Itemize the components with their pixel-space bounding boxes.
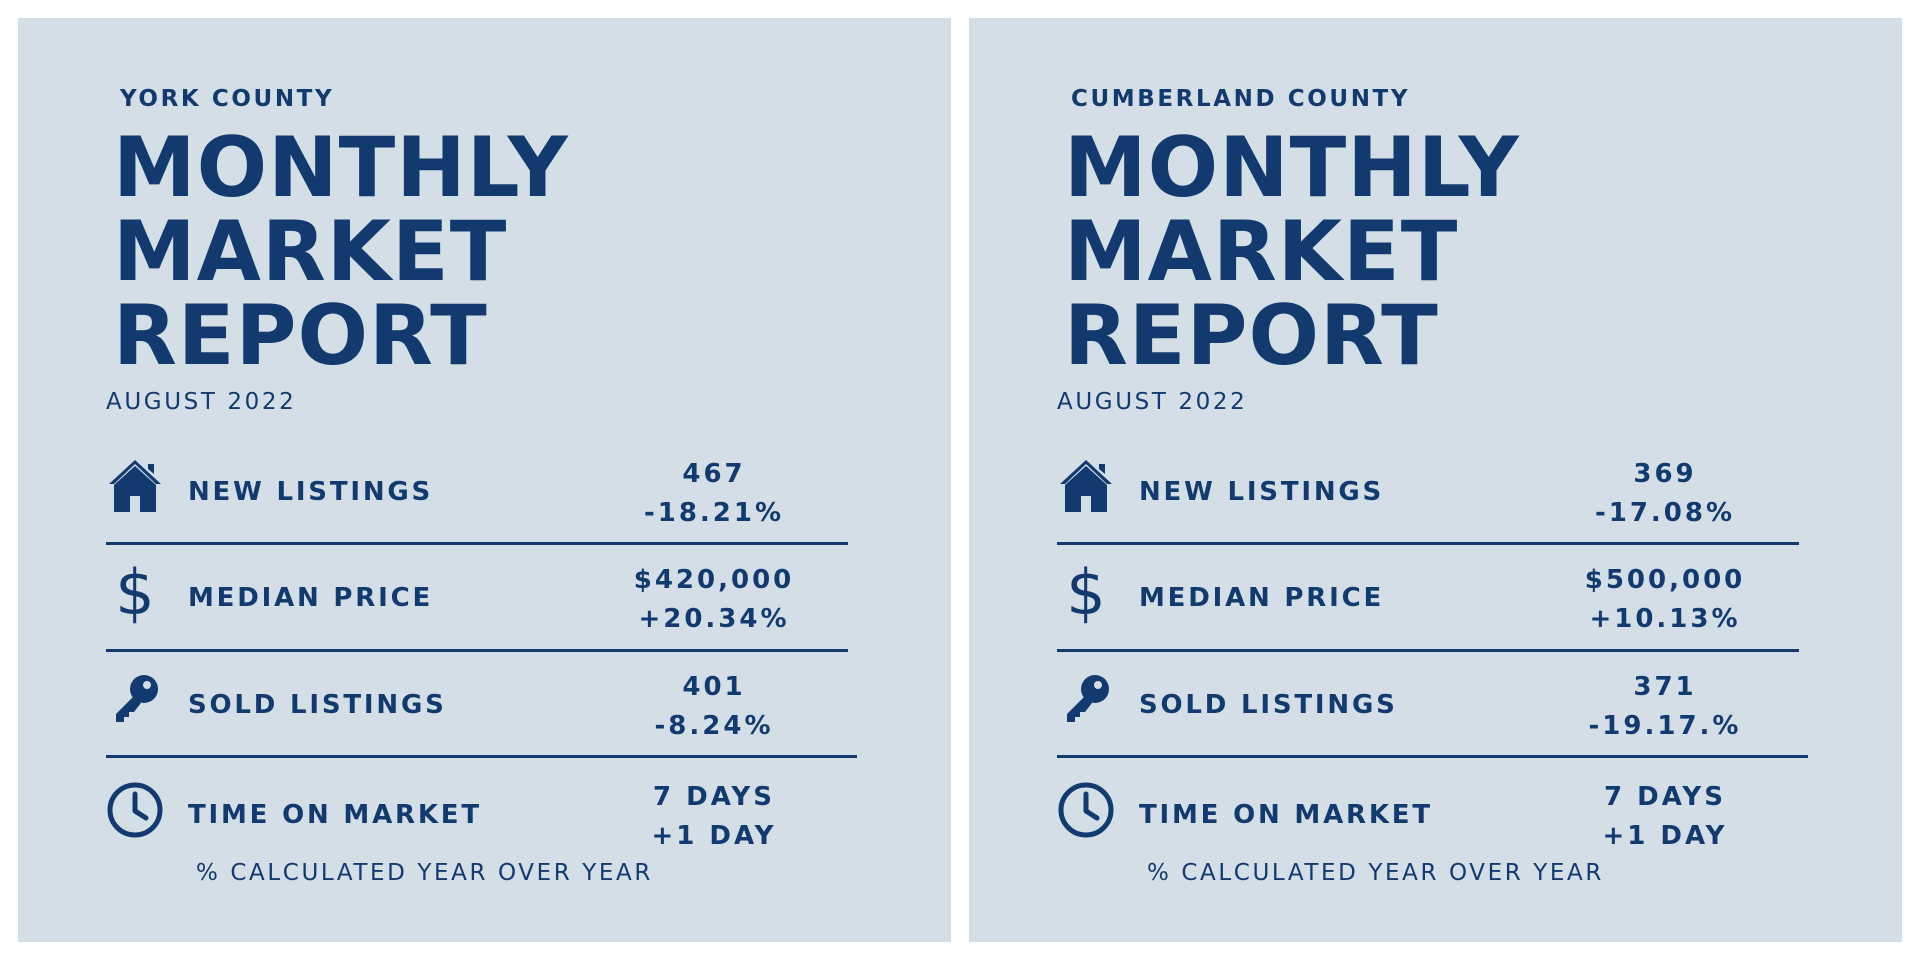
metric-value: 371 -19.17.% <box>1535 668 1795 746</box>
report-period: AUGUST 2022 <box>1057 389 1248 415</box>
metric-label: SOLD LISTINGS <box>1139 690 1398 720</box>
row-divider <box>1057 755 1808 758</box>
footnote: % CALCULATED YEAR OVER YEAR <box>1147 860 1604 886</box>
metric-number: $500,000 <box>1584 565 1746 595</box>
report-title: MONTHLY MARKET REPORT <box>113 126 569 378</box>
metric-value: 467 -18.21% <box>584 455 844 533</box>
house-icon <box>1057 457 1115 515</box>
metric-row-median-price: $ MEDIAN PRICE $500,000 +10.13% <box>1057 560 1801 641</box>
key-icon <box>106 670 164 728</box>
metric-value: $500,000 +10.13% <box>1535 561 1795 639</box>
report-panel-york: YORK COUNTY MONTHLY MARKET REPORT AUGUST… <box>18 18 951 942</box>
metric-change: +1 DAY <box>1602 821 1728 851</box>
title-line: REPORT <box>113 287 488 384</box>
row-divider <box>1057 542 1799 545</box>
metric-row-new-listings: NEW LISTINGS 369 -17.08% <box>1057 455 1801 535</box>
title-line: MONTHLY <box>113 119 569 216</box>
svg-text:$: $ <box>1066 560 1105 624</box>
dollar-icon: $ <box>106 560 164 624</box>
metric-change: +10.13% <box>1589 604 1741 634</box>
svg-text:$: $ <box>115 560 154 624</box>
row-divider <box>106 649 848 652</box>
county-name: YORK COUNTY <box>120 86 335 112</box>
metric-number: 7 DAYS <box>653 782 775 812</box>
dollar-icon: $ <box>1057 560 1115 624</box>
title-line: MARKET <box>1064 203 1459 300</box>
metric-row-median-price: $ MEDIAN PRICE $420,000 +20.34% <box>106 560 850 641</box>
title-line: MONTHLY <box>1064 119 1520 216</box>
title-line: MARKET <box>113 203 508 300</box>
metric-label: NEW LISTINGS <box>1139 477 1385 507</box>
row-divider <box>1057 649 1799 652</box>
metric-value: 369 -17.08% <box>1535 455 1795 533</box>
metric-row-new-listings: NEW LISTINGS 467 -18.21% <box>106 455 850 535</box>
metric-number: 7 DAYS <box>1604 782 1726 812</box>
metric-value: 7 DAYS +1 DAY <box>1535 778 1795 856</box>
metric-value: 401 -8.24% <box>584 668 844 746</box>
metric-row-sold-listings: SOLD LISTINGS 401 -8.24% <box>106 668 850 748</box>
metric-label: SOLD LISTINGS <box>188 690 447 720</box>
metric-row-sold-listings: SOLD LISTINGS 371 -19.17.% <box>1057 668 1801 748</box>
report-panel-cumberland: CUMBERLAND COUNTY MONTHLY MARKET REPORT … <box>969 18 1902 942</box>
metric-label: MEDIAN PRICE <box>188 583 434 613</box>
metric-row-time-on-market: TIME ON MARKET 7 DAYS +1 DAY <box>1057 778 1801 858</box>
metric-label: MEDIAN PRICE <box>1139 583 1385 613</box>
row-divider <box>106 542 848 545</box>
metric-value: $420,000 +20.34% <box>584 561 844 639</box>
key-icon <box>1057 670 1115 728</box>
county-name: CUMBERLAND COUNTY <box>1071 86 1411 112</box>
report-period: AUGUST 2022 <box>106 389 297 415</box>
clock-icon <box>106 781 164 839</box>
row-divider <box>106 755 857 758</box>
metric-value: 7 DAYS +1 DAY <box>584 778 844 856</box>
metric-number: 369 <box>1633 459 1697 489</box>
metric-label: NEW LISTINGS <box>188 477 434 507</box>
metric-label: TIME ON MARKET <box>1139 800 1433 830</box>
metric-number: $420,000 <box>633 565 795 595</box>
metric-change: +20.34% <box>638 604 790 634</box>
metric-change: -19.17.% <box>1588 711 1742 741</box>
metric-row-time-on-market: TIME ON MARKET 7 DAYS +1 DAY <box>106 778 850 858</box>
title-line: REPORT <box>1064 287 1439 384</box>
clock-icon <box>1057 781 1115 839</box>
report-title: MONTHLY MARKET REPORT <box>1064 126 1520 378</box>
metric-change: +1 DAY <box>651 821 777 851</box>
house-icon <box>106 457 164 515</box>
metric-label: TIME ON MARKET <box>188 800 482 830</box>
metric-number: 401 <box>682 672 746 702</box>
metric-change: -18.21% <box>643 498 785 528</box>
metric-number: 371 <box>1633 672 1697 702</box>
footnote: % CALCULATED YEAR OVER YEAR <box>196 860 653 886</box>
metric-change: -8.24% <box>654 711 774 741</box>
metric-change: -17.08% <box>1594 498 1736 528</box>
metric-number: 467 <box>682 459 746 489</box>
